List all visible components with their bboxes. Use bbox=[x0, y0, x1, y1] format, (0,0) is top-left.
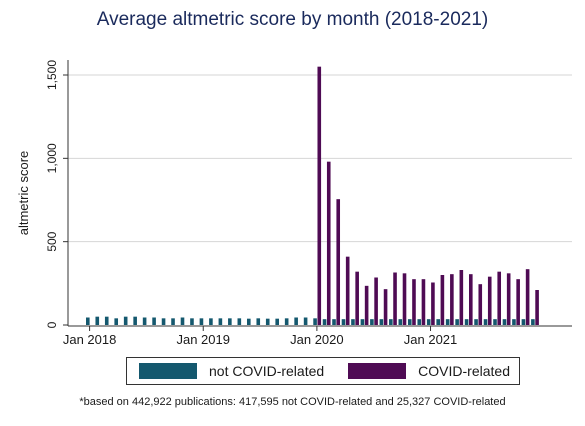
bar-covid bbox=[459, 270, 464, 325]
bar-not-covid bbox=[171, 318, 175, 325]
bar-covid bbox=[326, 161, 331, 325]
legend-label-not-covid: not COVID-related bbox=[209, 363, 325, 379]
bar-covid bbox=[506, 273, 511, 325]
bar-not-covid bbox=[313, 318, 317, 325]
bar-not-covid bbox=[389, 319, 393, 325]
legend: not COVID-related COVID-related bbox=[126, 357, 520, 385]
bar-covid bbox=[336, 199, 341, 325]
bar-not-covid bbox=[218, 318, 223, 325]
bar-not-covid bbox=[464, 319, 469, 325]
x-tick-label: Jan 2018 bbox=[63, 332, 117, 347]
bar-not-covid bbox=[303, 317, 308, 325]
x-tick-label: Jan 2020 bbox=[290, 332, 344, 347]
bar-not-covid bbox=[199, 318, 204, 325]
bar-covid bbox=[412, 279, 416, 325]
bar-covid bbox=[402, 273, 407, 325]
chart-title: Average altmetric score by month (2018-2… bbox=[96, 9, 489, 30]
bar-covid bbox=[478, 284, 483, 325]
bar-covid bbox=[317, 66, 322, 326]
y-ticks: 0 500 1,000 1,500 bbox=[45, 60, 68, 328]
y-tick-label: 1,500 bbox=[45, 60, 59, 90]
bar-covid bbox=[525, 269, 530, 325]
y-axis-label: altmetric score bbox=[16, 151, 31, 236]
bar-not-covid bbox=[455, 319, 459, 325]
axes bbox=[67, 60, 572, 327]
bar-not-covid bbox=[152, 317, 156, 325]
bar-covid bbox=[497, 271, 502, 325]
bar-not-covid bbox=[104, 316, 109, 325]
bar-not-covid bbox=[237, 318, 242, 325]
bar-not-covid bbox=[294, 317, 298, 325]
bar-covid bbox=[355, 271, 359, 325]
bar-covid bbox=[393, 272, 397, 325]
bar-covid bbox=[516, 279, 520, 325]
bar-not-covid bbox=[284, 318, 289, 325]
bar-not-covid bbox=[531, 319, 535, 325]
bar-not-covid bbox=[265, 318, 270, 325]
bar-not-covid bbox=[95, 316, 100, 325]
bar-not-covid bbox=[445, 319, 450, 325]
bar-not-covid bbox=[275, 318, 279, 325]
bar-covid bbox=[345, 256, 350, 325]
bar-not-covid bbox=[209, 318, 213, 325]
legend-swatch-covid bbox=[348, 363, 407, 379]
bar-not-covid bbox=[521, 319, 526, 325]
x-tick-label: Jan 2019 bbox=[176, 332, 230, 347]
legend-item-not-covid: not COVID-related bbox=[139, 363, 324, 379]
bar-not-covid bbox=[246, 318, 251, 325]
bar-covid bbox=[535, 290, 539, 325]
bar-not-covid bbox=[351, 319, 355, 325]
bar-covid bbox=[487, 276, 492, 325]
footnote: *based on 442,922 publications: 417,595 … bbox=[79, 396, 506, 408]
bar-not-covid bbox=[512, 319, 516, 325]
y-tick-label: 0 bbox=[45, 321, 59, 328]
bar-not-covid bbox=[332, 319, 336, 325]
bar-not-covid bbox=[228, 318, 232, 325]
bar-not-covid bbox=[370, 319, 374, 325]
bar-not-covid bbox=[426, 319, 431, 325]
legend-label-covid: COVID-related bbox=[418, 363, 510, 379]
bar-not-covid bbox=[256, 318, 261, 325]
bar-not-covid bbox=[502, 319, 507, 325]
bar-not-covid bbox=[86, 317, 90, 325]
legend-item-covid: COVID-related bbox=[348, 363, 510, 379]
bar-covid bbox=[383, 289, 388, 325]
bar-not-covid bbox=[417, 319, 422, 325]
bar-not-covid bbox=[114, 318, 119, 325]
bar-covid bbox=[450, 274, 454, 325]
bar-not-covid bbox=[474, 319, 478, 325]
y-tick-label: 500 bbox=[45, 231, 59, 251]
bar-covid bbox=[421, 279, 426, 325]
bar-covid bbox=[374, 277, 378, 325]
bar-not-covid bbox=[341, 319, 346, 325]
bar-covid bbox=[364, 285, 369, 325]
bar-covid bbox=[431, 282, 435, 325]
bar-not-covid bbox=[322, 319, 327, 325]
bars bbox=[86, 66, 539, 326]
legend-swatch-not-covid bbox=[139, 363, 197, 379]
bar-covid bbox=[469, 274, 473, 325]
bar-not-covid bbox=[123, 316, 128, 325]
bar-not-covid bbox=[142, 317, 147, 325]
bar-not-covid bbox=[190, 318, 194, 325]
bar-not-covid bbox=[180, 317, 185, 325]
bar-not-covid bbox=[161, 318, 166, 325]
x-ticks: Jan 2018 Jan 2019 Jan 2020 Jan 2021 bbox=[63, 326, 457, 347]
y-tick-label: 1,000 bbox=[45, 143, 59, 173]
x-tick-label: Jan 2021 bbox=[404, 332, 458, 347]
bar-not-covid bbox=[133, 316, 137, 325]
bar-not-covid bbox=[398, 319, 403, 325]
bar-not-covid bbox=[407, 319, 412, 325]
bar-covid bbox=[440, 275, 445, 325]
bar-not-covid bbox=[436, 319, 440, 325]
bar-not-covid bbox=[379, 319, 384, 325]
bar-not-covid bbox=[483, 319, 488, 325]
bar-not-covid bbox=[493, 319, 497, 325]
bar-not-covid bbox=[360, 319, 365, 325]
